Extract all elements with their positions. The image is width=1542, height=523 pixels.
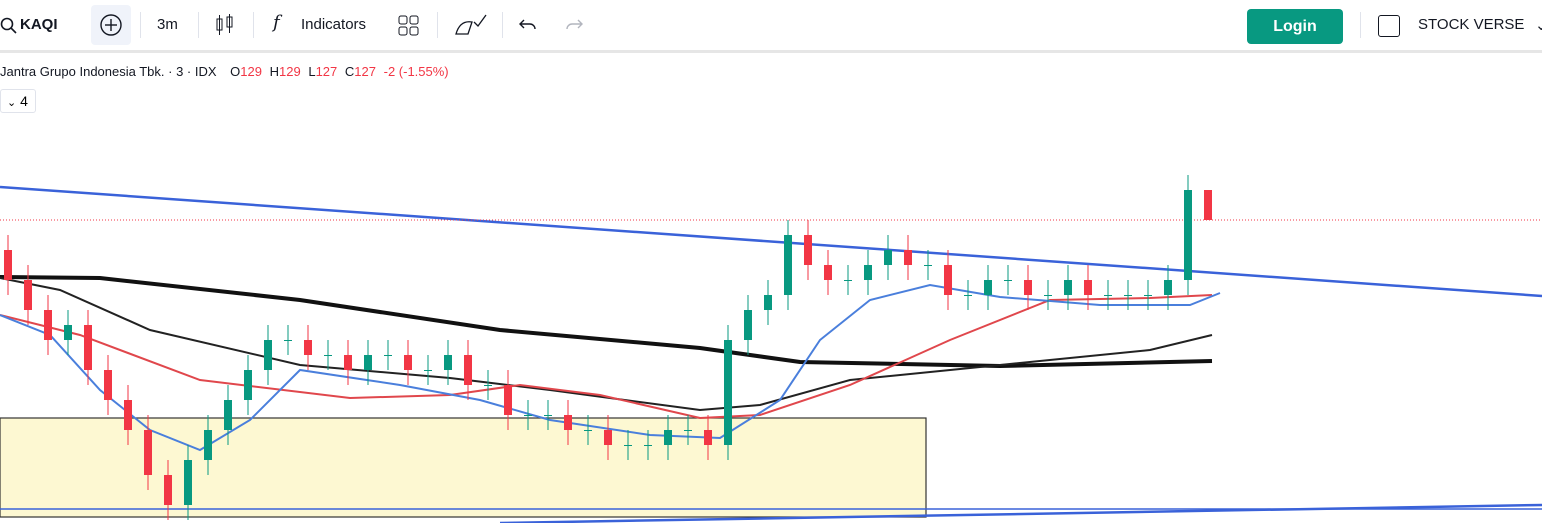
candle-body — [764, 295, 772, 310]
candle-body — [84, 325, 92, 370]
candle-body — [404, 355, 412, 370]
candle-body — [44, 310, 52, 340]
candle-body — [924, 265, 932, 266]
legend-change: -2 (-1.55%) — [383, 64, 449, 79]
candle-body — [104, 370, 112, 400]
add-symbol-button[interactable] — [91, 5, 131, 45]
undo-icon[interactable] — [518, 15, 538, 35]
candle-body — [1124, 295, 1132, 296]
candle-body — [1144, 295, 1152, 296]
workspace-name[interactable]: STOCK VERSE — [1418, 16, 1525, 33]
candle-body — [24, 280, 32, 310]
candle-body — [544, 415, 552, 416]
trend-line — [0, 185, 1542, 298]
search-icon — [0, 17, 17, 34]
candle-body — [824, 265, 832, 280]
legend-label: C — [344, 64, 355, 79]
candle-body — [1044, 295, 1052, 296]
candle-body — [1104, 295, 1112, 296]
candle-body — [964, 295, 972, 296]
candle-body — [844, 280, 852, 281]
candle-body — [264, 340, 272, 370]
candle-body — [364, 355, 372, 370]
candle-body — [664, 430, 672, 445]
indicators-button[interactable]: Indicators — [301, 16, 367, 33]
candle-body — [984, 280, 992, 295]
candle-body — [224, 400, 232, 430]
candle-body — [244, 370, 252, 400]
candle-body — [484, 385, 492, 386]
candle-body — [1024, 280, 1032, 295]
zone-box — [0, 417, 927, 518]
candle-body — [1184, 190, 1192, 280]
candle-body — [324, 355, 332, 356]
collapse-button[interactable]: ⌄ 4 — [0, 89, 36, 113]
checkbox[interactable] — [1378, 15, 1400, 37]
legend: Jantra Grupo Indonesia Tbk. · 3 · IDX O1… — [0, 64, 449, 79]
candle-body — [584, 430, 592, 431]
candle-body — [204, 430, 212, 460]
legend-label: O — [230, 64, 241, 79]
candle-body — [904, 250, 912, 265]
candle-body — [804, 235, 812, 265]
collapsed-count: 4 — [20, 93, 28, 109]
candle-body — [1164, 280, 1172, 295]
candle-body — [304, 340, 312, 355]
candle-body — [164, 475, 172, 505]
candle-body — [464, 355, 472, 385]
chart-type-icon[interactable] — [214, 13, 236, 37]
symbol[interactable]: KAQI — [20, 16, 58, 33]
legend-title: Jantra Grupo Indonesia Tbk. · 3 · IDX — [0, 64, 217, 79]
candle-body — [644, 445, 652, 446]
candle-body — [564, 415, 572, 430]
legend-label: H — [269, 64, 279, 79]
candle-body — [64, 325, 72, 340]
ma-long — [0, 275, 1213, 369]
redo-icon[interactable] — [564, 15, 584, 35]
candle-body — [144, 430, 152, 475]
login-button[interactable]: Login — [1247, 9, 1343, 44]
legend-value: 129 — [240, 64, 262, 79]
candle-body — [184, 460, 192, 505]
interval[interactable]: 3m — [157, 16, 178, 33]
candle-body — [344, 355, 352, 370]
legend-value: 127 — [354, 64, 376, 79]
candle-body — [704, 430, 712, 445]
candle-body — [624, 445, 632, 446]
candle-body — [384, 355, 392, 356]
legend-value: 127 — [315, 64, 338, 79]
candle-body — [284, 340, 292, 341]
ma-red — [0, 294, 1213, 420]
candle-body — [1064, 280, 1072, 295]
candle-body — [684, 430, 692, 431]
candle-body — [424, 370, 432, 371]
trend-line — [499, 503, 1542, 523]
ma-mid — [0, 277, 1213, 412]
layout-icon[interactable] — [398, 15, 420, 37]
candle-body — [1004, 280, 1012, 281]
candle-body — [524, 415, 532, 416]
candle-body — [724, 340, 732, 445]
candle-body — [944, 265, 952, 295]
candle-body — [504, 385, 512, 415]
candle-body — [1204, 190, 1212, 220]
legend-value: 129 — [279, 64, 301, 79]
fx-icon[interactable]: f — [273, 12, 280, 33]
candle-body — [1084, 280, 1092, 295]
candle-body — [864, 265, 872, 280]
candle-body — [604, 430, 612, 445]
draw-icon[interactable] — [454, 12, 488, 38]
candle-body — [784, 235, 792, 295]
candle-body — [124, 400, 132, 430]
candle-body — [884, 250, 892, 265]
legend-label: L — [308, 64, 316, 79]
candle-body — [444, 355, 452, 370]
candle-body — [744, 310, 752, 340]
candle-body — [4, 250, 12, 280]
toolbar: KAQI 3m f Indicators Login STOCK VERSE ⌄ — [0, 0, 1542, 53]
chevron[interactable]: ⌄ — [1535, 17, 1542, 34]
